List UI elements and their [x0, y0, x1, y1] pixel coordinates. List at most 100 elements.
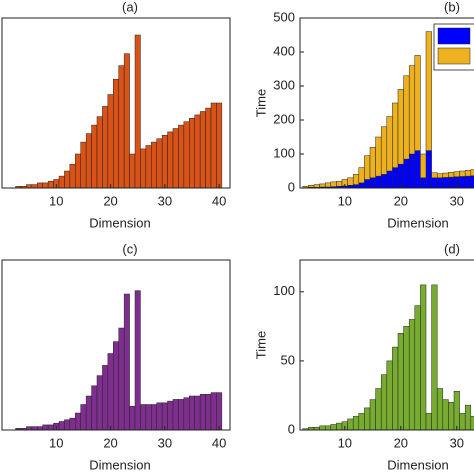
bar: [210, 102, 217, 189]
bar: [194, 114, 201, 189]
bar: [210, 392, 217, 431]
bar: [145, 404, 152, 431]
bar: [386, 116, 393, 172]
bar: [364, 179, 371, 189]
bar: [183, 397, 190, 431]
bar: [308, 185, 315, 188]
bar: [425, 31, 432, 151]
panel-title: (a): [122, 0, 138, 14]
x-tick-label: 40: [212, 193, 226, 208]
bar: [161, 402, 168, 431]
bar: [358, 182, 365, 189]
x-tick-label: 10: [49, 435, 63, 450]
bar: [161, 135, 168, 189]
bar: [91, 385, 98, 431]
bar: [464, 404, 472, 431]
bar: [31, 426, 38, 431]
bar: [369, 146, 376, 179]
y-tick-label: 0: [288, 421, 295, 436]
x-tick-label: 10: [338, 193, 352, 208]
bar: [436, 173, 444, 179]
bar: [64, 419, 71, 431]
bar: [448, 176, 455, 189]
bar: [352, 184, 360, 189]
bar: [459, 170, 466, 177]
bar: [113, 78, 119, 189]
bar: [31, 184, 38, 189]
bar: [358, 167, 365, 184]
bar: [26, 184, 33, 189]
bar: [375, 136, 382, 177]
bar: [151, 404, 157, 431]
bar: [386, 170, 393, 189]
bar: [414, 150, 421, 189]
y-tick-label: 100: [273, 283, 295, 298]
bar: [205, 394, 212, 431]
bar: [392, 167, 399, 189]
bar: [134, 290, 141, 431]
bar: [436, 388, 444, 431]
bar: [414, 55, 421, 151]
legend-swatch: [437, 47, 471, 65]
bar: [80, 141, 87, 189]
panel-title: (d): [444, 241, 460, 256]
bar: [167, 400, 174, 431]
y-axis-label: Time: [253, 89, 268, 117]
bar: [420, 177, 427, 189]
bar: [442, 177, 449, 189]
bar: [96, 116, 103, 189]
x-tick-label: 10: [338, 435, 352, 450]
y-axis-label: Time: [253, 331, 268, 359]
y-tick-label: 100: [273, 145, 295, 160]
bar: [408, 153, 416, 189]
bar: [420, 153, 427, 179]
x-axis-label: Dimension: [387, 215, 448, 230]
x-tick-label: 20: [394, 193, 408, 208]
bar: [386, 360, 393, 431]
bar: [302, 186, 309, 188]
bar: [431, 177, 438, 189]
bar: [403, 326, 410, 431]
bar: [408, 65, 416, 155]
bar: [42, 182, 49, 189]
bar: [69, 163, 76, 189]
bar: [64, 170, 71, 189]
bar: [358, 413, 365, 431]
bar: [464, 175, 472, 189]
bar: [107, 353, 114, 431]
bar: [397, 333, 404, 431]
bar: [459, 413, 466, 431]
bar: [375, 175, 382, 189]
bar: [448, 172, 455, 178]
axes-box: [299, 259, 474, 431]
bar: [414, 305, 421, 431]
bar: [199, 394, 206, 431]
y-tick-label: 50: [281, 352, 295, 367]
bar: [347, 177, 354, 186]
panel: 10 20 30 40 (a) Dimension: [1, 0, 231, 230]
bar: [140, 404, 147, 431]
bar: [453, 171, 460, 178]
bar: [380, 126, 388, 175]
bar: [167, 131, 174, 189]
bar: [408, 319, 416, 431]
axes-box: [1, 259, 231, 431]
bar: [75, 412, 81, 431]
bar: [324, 425, 332, 431]
bar: [431, 284, 438, 431]
bar: [436, 177, 444, 189]
bar: [375, 388, 382, 431]
bar: [118, 65, 125, 189]
y-tick-label: 400: [273, 43, 295, 58]
bar: [107, 94, 114, 189]
x-axis-label: Dimension: [89, 215, 150, 230]
bar: [448, 402, 455, 431]
bar: [205, 107, 212, 189]
bar: [464, 170, 472, 177]
bar: [47, 180, 54, 189]
x-axis-label: Dimension: [89, 457, 150, 472]
bar: [369, 399, 376, 431]
bar: [352, 415, 360, 431]
